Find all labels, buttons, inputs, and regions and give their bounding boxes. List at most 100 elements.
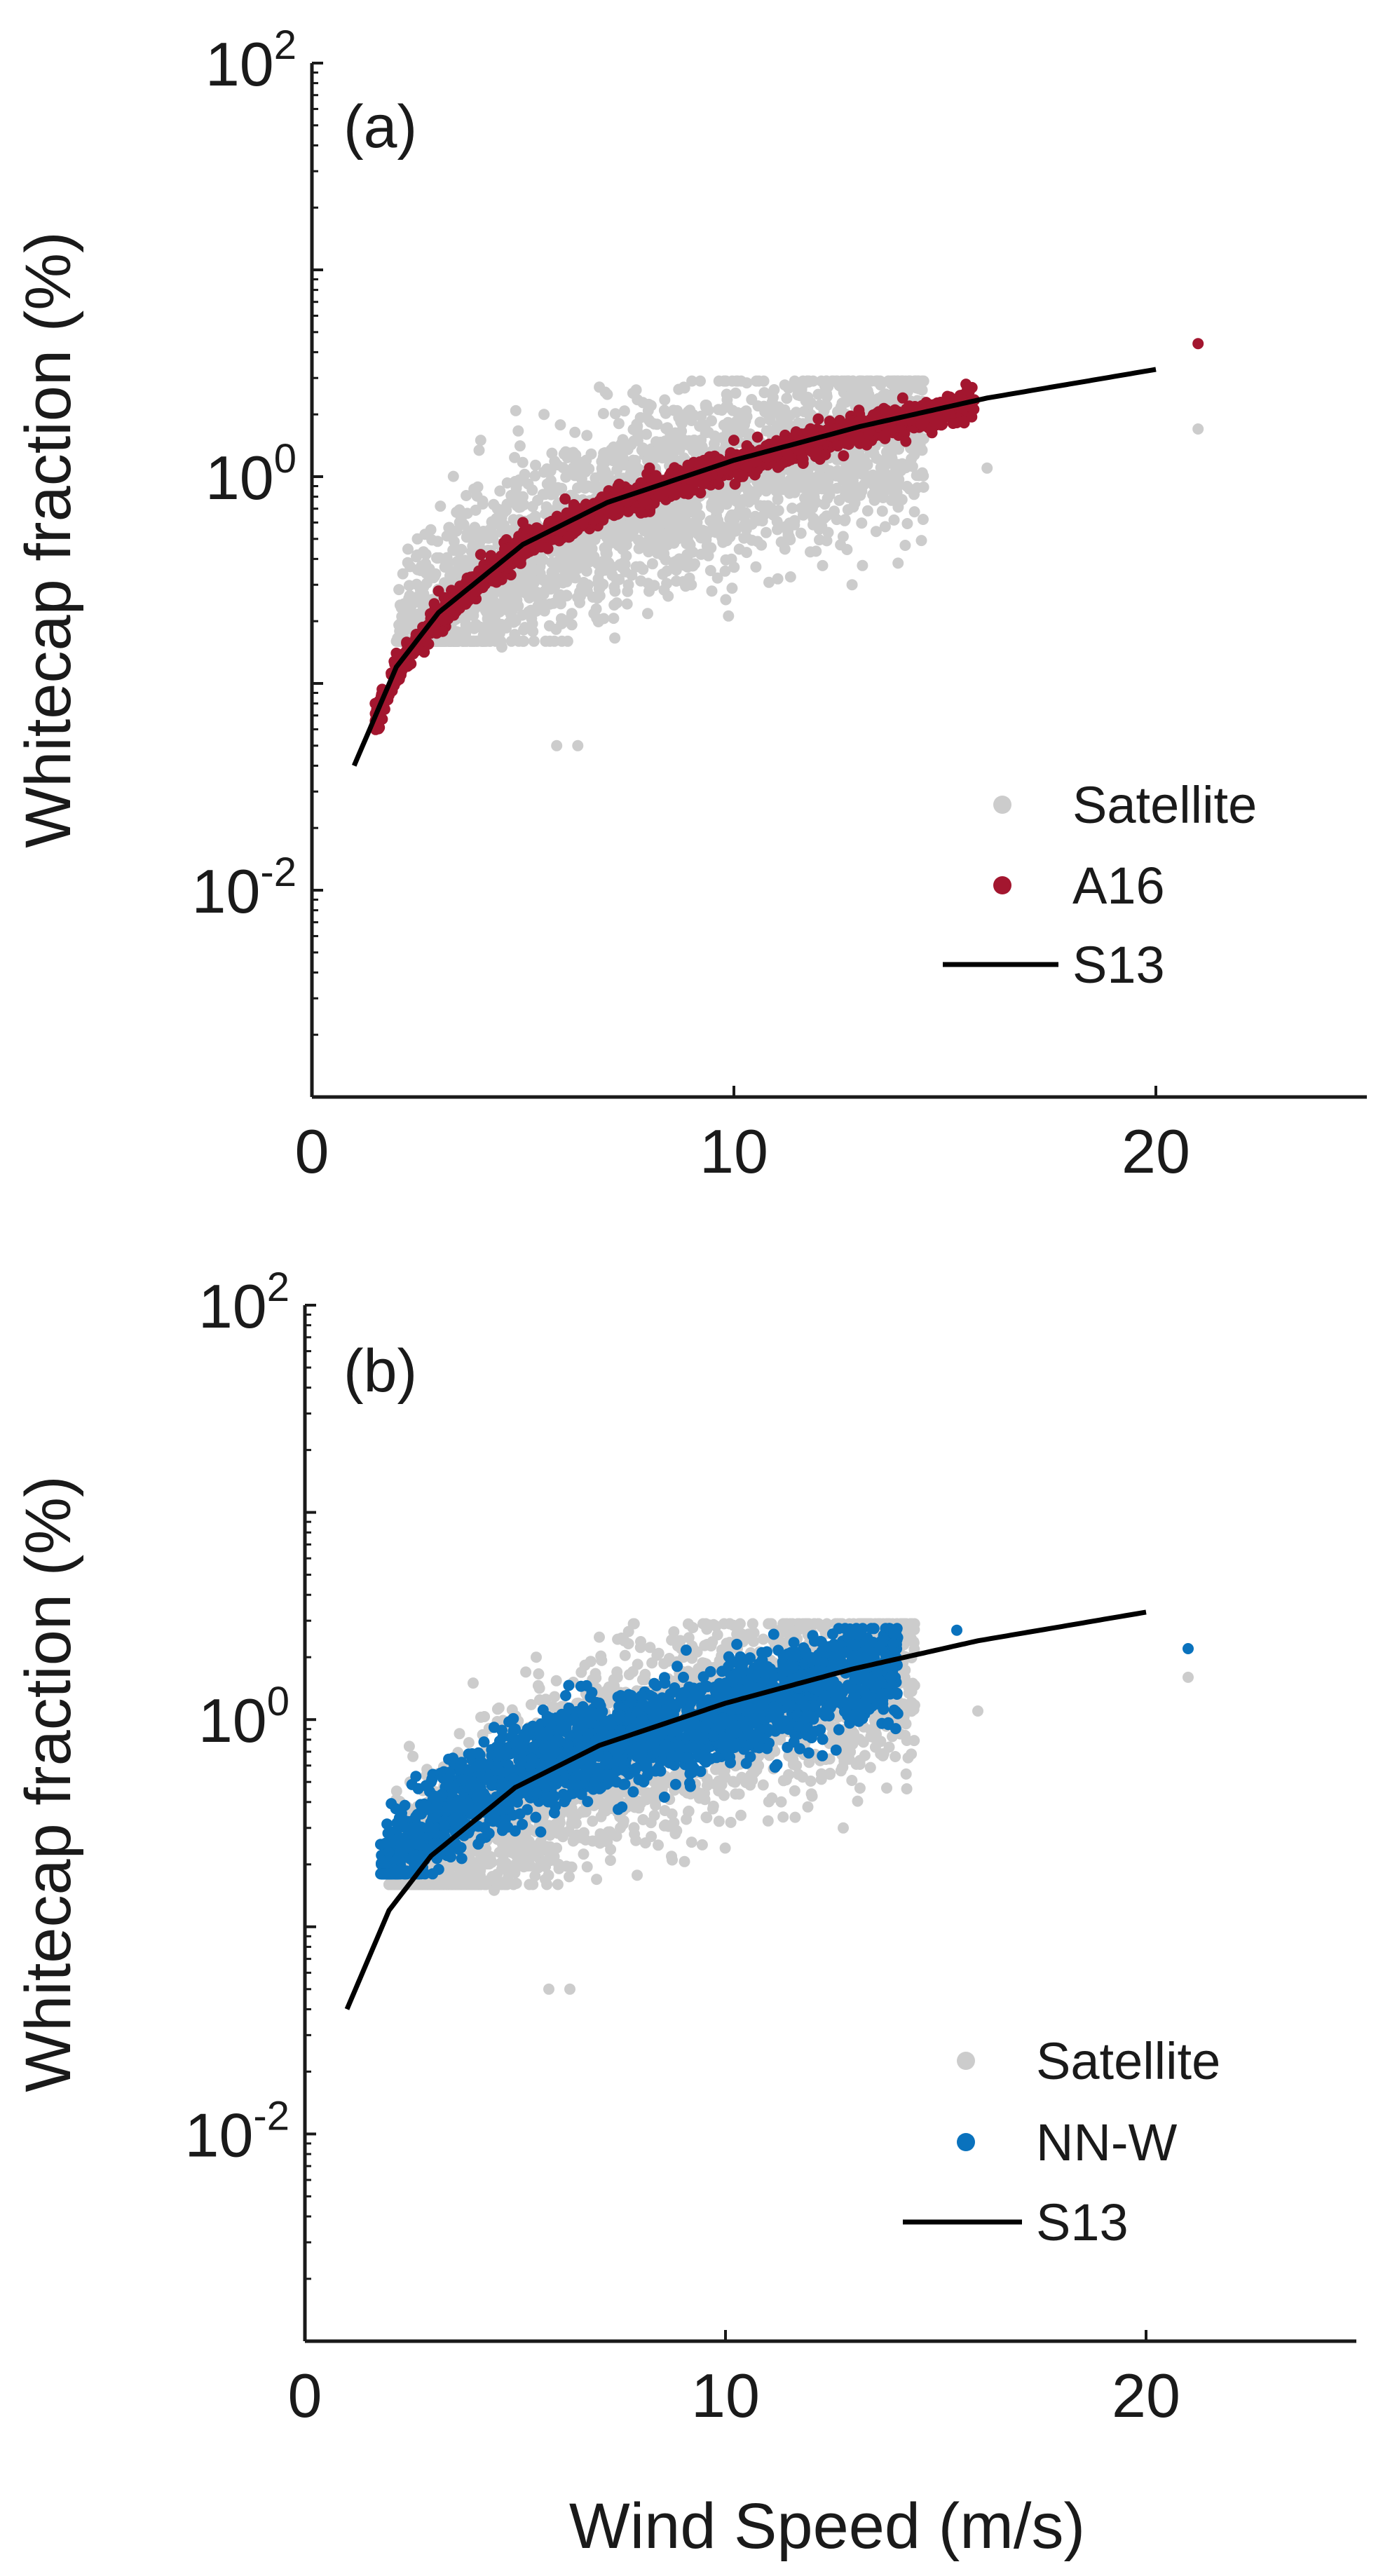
legend-marker-a16 xyxy=(993,876,1011,894)
a16-point xyxy=(863,428,875,440)
satellite-point xyxy=(868,494,880,506)
satellite-point xyxy=(720,554,732,566)
satellite-point xyxy=(609,632,621,644)
satellite-point xyxy=(699,419,711,431)
satellite-point xyxy=(503,617,515,629)
satellite-point xyxy=(723,610,735,622)
a16-point xyxy=(966,411,978,423)
satellite-point xyxy=(733,543,745,555)
satellite-point xyxy=(488,498,500,510)
satellite-point xyxy=(549,456,561,468)
satellite-point xyxy=(528,635,540,647)
satellite-point xyxy=(796,384,807,396)
satellite-point xyxy=(864,1761,876,1773)
a16-point xyxy=(853,404,865,416)
satellite-point xyxy=(637,397,649,409)
satellite-point xyxy=(587,591,599,603)
a16-point xyxy=(838,450,850,462)
a16-point xyxy=(840,437,852,449)
satellite-point xyxy=(662,590,674,602)
satellite-point xyxy=(1192,423,1204,435)
satellite-point xyxy=(713,404,724,416)
satellite-point xyxy=(505,635,517,647)
satellite-point xyxy=(772,524,783,536)
a16-point xyxy=(559,493,571,505)
satellite-point xyxy=(420,548,432,560)
satellite-point xyxy=(683,505,695,517)
satellite-point xyxy=(496,641,507,653)
satellite-point xyxy=(606,449,618,461)
satellite-point xyxy=(750,561,762,573)
satellite-point xyxy=(468,609,479,621)
satellite-point xyxy=(834,471,846,483)
satellite-point xyxy=(655,519,667,531)
satellite-point xyxy=(546,557,558,568)
satellite-point xyxy=(459,554,471,566)
satellite-point xyxy=(519,622,531,634)
satellite-point xyxy=(858,479,870,491)
satellite-point xyxy=(394,599,406,611)
satellite-point xyxy=(767,391,779,403)
satellite-point xyxy=(600,545,612,557)
satellite-point xyxy=(659,435,671,447)
satellite-point xyxy=(631,464,643,476)
satellite-point xyxy=(856,517,868,529)
a16-point xyxy=(438,613,450,625)
satellite-point xyxy=(554,419,566,431)
satellite-point xyxy=(517,456,529,468)
satellite-point xyxy=(686,1836,697,1848)
satellite-point xyxy=(465,635,477,647)
satellite-point xyxy=(641,536,653,547)
satellite-point xyxy=(726,582,738,594)
satellite-point xyxy=(397,568,409,580)
satellite-point xyxy=(911,482,923,493)
satellite-point xyxy=(695,375,706,387)
satellite-point xyxy=(784,410,796,421)
satellite-point xyxy=(599,457,610,469)
satellite-point xyxy=(642,608,653,620)
satellite-point xyxy=(892,375,904,387)
satellite-point xyxy=(711,498,723,510)
satellite-point xyxy=(730,387,742,399)
satellite-point xyxy=(613,418,625,430)
satellite-point xyxy=(761,526,772,538)
a16-point xyxy=(713,478,725,490)
satellite-point xyxy=(662,446,674,458)
satellite-point xyxy=(532,494,544,506)
satellite-point xyxy=(641,428,653,440)
satellite-point xyxy=(517,609,528,621)
satellite-point xyxy=(682,439,694,451)
a16-point xyxy=(751,431,763,443)
satellite-point xyxy=(892,557,904,569)
satellite-point xyxy=(901,1783,913,1794)
satellite-point xyxy=(810,517,822,529)
a16-point xyxy=(695,487,707,499)
satellite-point xyxy=(621,598,633,610)
satellite-point xyxy=(496,512,507,524)
satellite-point xyxy=(703,527,715,539)
satellite-point xyxy=(631,418,643,430)
satellite-point xyxy=(489,613,500,625)
satellite-point xyxy=(642,578,654,590)
satellite-point xyxy=(570,449,582,461)
y-tick-label: 102 xyxy=(205,22,297,99)
satellite-point xyxy=(678,381,690,393)
satellite-point xyxy=(740,524,752,536)
satellite-point xyxy=(795,527,807,539)
satellite-point xyxy=(900,1768,912,1780)
satellite-point xyxy=(619,559,631,571)
satellite-point xyxy=(775,1796,787,1808)
satellite-point xyxy=(730,525,742,537)
satellite-point xyxy=(846,579,858,591)
satellite-point xyxy=(413,608,425,620)
satellite-point xyxy=(901,518,913,529)
satellite-point xyxy=(843,375,854,387)
satellite-point xyxy=(881,446,893,458)
satellite-point xyxy=(540,635,552,647)
a16-point xyxy=(640,494,652,506)
satellite-point xyxy=(758,500,770,512)
satellite-point xyxy=(441,530,453,542)
satellite-point xyxy=(720,375,732,387)
satellite-point xyxy=(622,519,634,531)
satellite-point xyxy=(763,576,775,588)
